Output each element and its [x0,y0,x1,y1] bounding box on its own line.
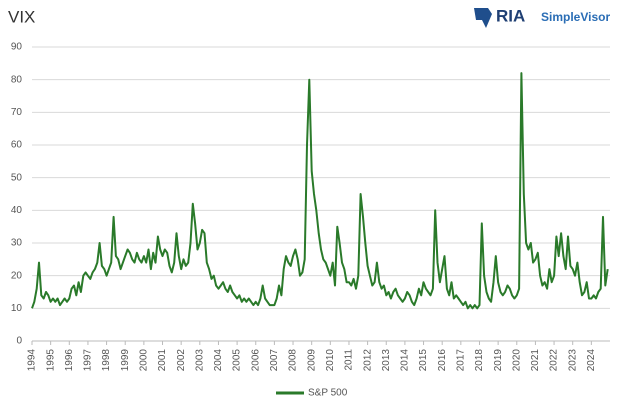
x-tick-label: 2007 [269,349,280,372]
series-line [31,72,609,310]
x-tick-label: 2019 [493,349,504,372]
x-tick-label: 2000 [139,349,150,372]
x-tick-label: 1998 [101,349,112,372]
y-tick-label: 20 [11,270,23,281]
chart-title: VIX [8,7,35,26]
x-tick-label: 1995 [45,349,56,372]
x-tick-label: 2005 [232,349,243,372]
x-tick-label: 2004 [213,349,224,372]
x-tick-label: 2015 [418,349,429,372]
x-tick-label: 2012 [362,349,373,372]
y-tick-label: 10 [11,303,23,314]
y-tick-label: 0 [16,336,22,347]
y-tick-label: 70 [11,107,23,118]
x-tick-label: 2010 [325,349,336,372]
logo-sub: SimpleVisor [541,10,610,24]
x-tick-label: 2003 [194,349,205,372]
x-tick-label: 2024 [586,349,597,372]
x-tick-label: 2016 [437,349,448,372]
x-tick-label: 2011 [344,349,355,371]
y-tick-label: 80 [11,74,23,85]
y-tick-label: 90 [11,42,23,53]
x-tick-label: 2008 [288,349,299,372]
x-tick-label: 2006 [250,349,261,372]
x-tick-label: 2018 [474,349,485,372]
logo: RIA [496,6,525,25]
y-tick-label: 30 [11,238,23,249]
x-tick-label: 1999 [120,349,131,372]
x-tick-label: 2001 [157,349,168,372]
y-tick-label: 60 [11,140,23,151]
legend-label: S&P 500 [308,388,348,399]
x-tick-label: 2021 [530,349,541,372]
x-tick-label: 2020 [511,349,522,372]
x-tick-label: 2002 [176,349,187,372]
x-tick-label: 2009 [306,349,317,372]
x-tick-label: 2013 [381,349,392,372]
logo-icon [474,8,492,28]
x-tick-label: 2022 [549,349,560,372]
x-tick-label: 1997 [83,349,94,372]
y-tick-label: 40 [11,205,23,216]
y-tick-label: 50 [11,172,23,183]
x-tick-label: 2014 [400,349,411,372]
x-tick-label: 2023 [567,349,578,372]
x-tick-label: 2017 [455,349,466,372]
x-tick-label: 1996 [64,349,75,372]
x-tick-label: 1994 [27,349,38,372]
